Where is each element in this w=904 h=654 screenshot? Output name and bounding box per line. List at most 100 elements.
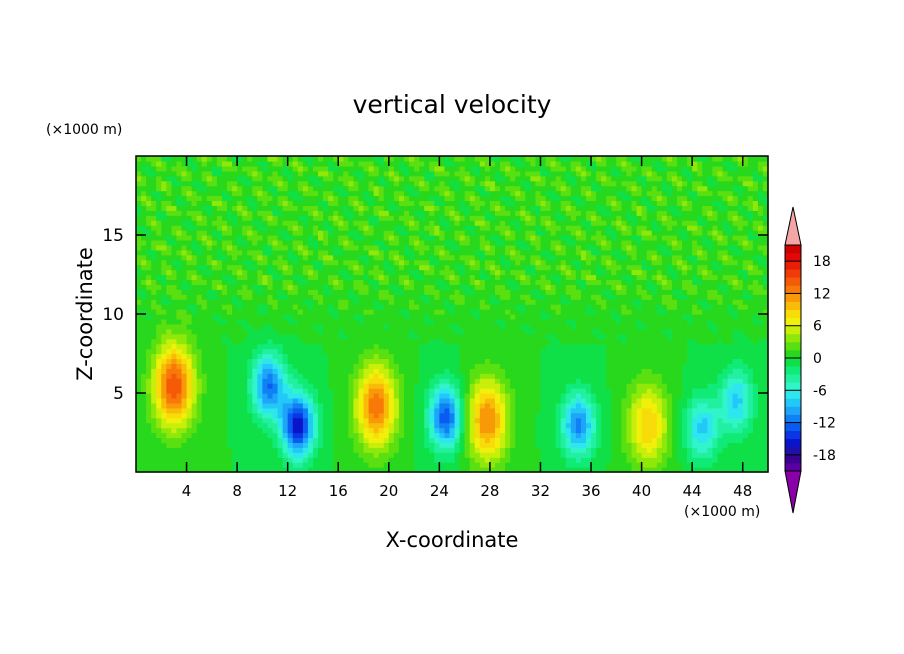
heatmap-cell xyxy=(484,432,491,439)
heatmap-cell xyxy=(166,363,172,369)
heatmap-cell xyxy=(676,393,683,399)
heatmap-cell xyxy=(328,452,334,458)
heatmap-cell xyxy=(580,412,587,419)
heatmap-cell xyxy=(505,378,511,384)
heatmap-cell xyxy=(373,294,380,300)
heatmap-cell xyxy=(550,373,557,379)
heatmap-cell xyxy=(318,304,324,310)
heatmap-cell xyxy=(312,338,319,345)
heatmap-cell xyxy=(505,417,511,424)
heatmap-cell xyxy=(550,457,557,463)
heatmap-cell xyxy=(722,397,729,404)
heatmap-cell xyxy=(388,299,395,305)
heatmap-cell xyxy=(176,284,183,290)
heatmap-cell xyxy=(333,467,339,473)
heatmap-cell xyxy=(206,338,213,345)
heatmap-cell xyxy=(636,363,643,369)
heatmap-cell xyxy=(242,318,248,325)
heatmap-cell xyxy=(252,393,258,399)
heatmap-cell xyxy=(242,397,248,404)
heatmap-cell xyxy=(262,328,269,335)
heatmap-cell xyxy=(494,279,501,285)
heatmap-cell xyxy=(206,284,213,290)
heatmap-cell xyxy=(333,462,339,468)
heatmap-cell xyxy=(535,368,542,374)
heatmap-cell xyxy=(591,338,597,345)
heatmap-cell xyxy=(181,294,188,300)
heatmap-cell xyxy=(419,279,425,285)
heatmap-cell xyxy=(181,457,188,463)
heatmap-cell xyxy=(191,442,198,448)
heatmap-cell xyxy=(368,388,375,394)
heatmap-cell xyxy=(540,432,547,439)
heatmap-cell xyxy=(201,338,208,345)
heatmap-cell xyxy=(272,383,279,389)
heatmap-cell xyxy=(333,289,339,295)
heatmap-cell xyxy=(146,422,152,429)
heatmap-cell xyxy=(277,457,284,463)
heatmap-cell xyxy=(565,284,572,290)
heatmap-cell xyxy=(515,304,521,310)
heatmap-cell xyxy=(343,323,349,330)
heatmap-cell xyxy=(398,427,405,434)
heatmap-cell xyxy=(545,279,552,285)
heatmap-cell xyxy=(227,457,233,463)
heatmap-cell xyxy=(676,338,683,345)
heatmap-cell xyxy=(393,368,400,374)
heatmap-cell xyxy=(702,338,708,345)
heatmap-cell xyxy=(262,333,269,340)
heatmap-cell xyxy=(414,378,420,384)
heatmap-cell xyxy=(656,378,663,384)
heatmap-cell xyxy=(302,318,309,325)
heatmap-cell xyxy=(429,383,435,389)
heatmap-cell xyxy=(186,274,193,281)
heatmap-cell xyxy=(292,314,299,320)
heatmap-cell xyxy=(580,304,587,310)
heatmap-cell xyxy=(429,348,435,355)
heatmap-cell xyxy=(479,353,486,360)
heatmap-cell xyxy=(257,417,263,424)
heatmap-cell xyxy=(575,417,582,424)
heatmap-cell xyxy=(692,323,698,330)
heatmap-cell xyxy=(323,368,329,374)
heatmap-cell xyxy=(469,397,476,404)
heatmap-cell xyxy=(206,289,213,295)
heatmap-cell xyxy=(535,437,542,443)
heatmap-cell xyxy=(762,279,769,285)
heatmap-cell xyxy=(611,447,617,453)
heatmap-cell xyxy=(221,338,228,345)
heatmap-cell xyxy=(141,383,147,389)
heatmap-cell xyxy=(742,328,749,335)
heatmap-cell xyxy=(697,402,703,409)
heatmap-cell xyxy=(373,432,380,439)
heatmap-cell xyxy=(697,452,703,458)
heatmap-cell xyxy=(757,412,764,419)
heatmap-cell xyxy=(388,323,395,330)
heatmap-cell xyxy=(171,368,178,374)
heatmap-cell xyxy=(146,457,152,463)
heatmap-cell xyxy=(242,432,248,439)
heatmap-cell xyxy=(520,437,526,443)
heatmap-cell xyxy=(464,417,471,424)
heatmap-cell xyxy=(570,402,577,409)
heatmap-cell xyxy=(656,363,663,369)
heatmap-cell xyxy=(484,397,491,404)
heatmap-cell xyxy=(621,348,628,355)
heatmap-cell xyxy=(687,358,693,364)
heatmap-cell xyxy=(196,284,203,290)
heatmap-cell xyxy=(292,363,299,369)
heatmap-cell xyxy=(211,304,218,310)
heatmap-cell xyxy=(697,323,703,330)
heatmap-cell xyxy=(444,274,451,281)
heatmap-cell xyxy=(333,388,339,394)
heatmap-cell xyxy=(277,437,284,443)
heatmap-cell xyxy=(570,383,577,389)
heatmap-cell xyxy=(161,417,167,424)
heatmap-cell xyxy=(196,368,203,374)
heatmap-cell xyxy=(302,348,309,355)
heatmap-cell xyxy=(525,328,531,335)
heatmap-cell xyxy=(343,348,349,355)
heatmap-cell xyxy=(267,348,274,355)
heatmap-cell xyxy=(196,378,203,384)
heatmap-cell xyxy=(682,437,688,443)
